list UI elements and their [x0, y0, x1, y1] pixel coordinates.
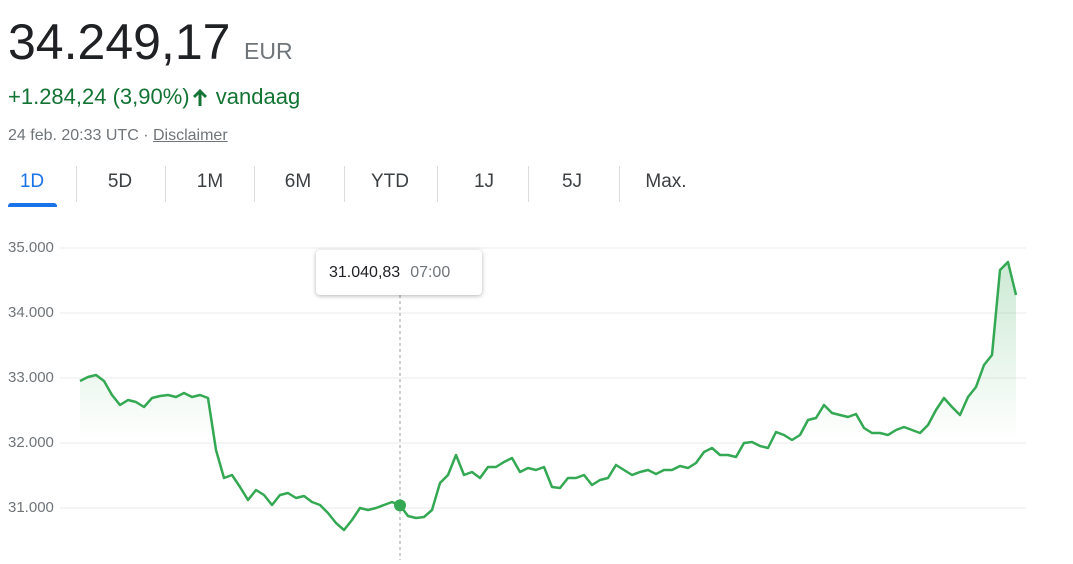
range-tab[interactable]: 5D [107, 171, 133, 192]
tab-divider [528, 166, 529, 202]
timestamp: 24 feb. 20:33 UTC · [8, 127, 149, 144]
tab-divider [619, 166, 620, 202]
tooltip-time: 07:00 [410, 264, 451, 281]
range-tab[interactable]: 5J [561, 171, 583, 192]
currency: EUR [244, 38, 293, 64]
tab-divider [165, 166, 166, 202]
area [80, 262, 1016, 560]
tab-divider [437, 166, 438, 202]
range-tab[interactable]: Max. [645, 171, 687, 192]
tab-divider [344, 166, 345, 202]
y-tick-label: 33.000 [8, 369, 54, 386]
y-tick-label: 31.000 [8, 499, 54, 516]
disclaimer-link[interactable]: Disclaimer [152, 127, 228, 144]
tab-divider [254, 166, 255, 202]
tab-divider [76, 166, 77, 202]
y-tick-label: 35.000 [8, 239, 54, 256]
range-tab[interactable]: 1J [473, 171, 495, 192]
up-arrow [192, 89, 207, 107]
range-tab[interactable]: 1D [19, 171, 45, 192]
change-value: +1.284,24 (3,90%) [8, 84, 190, 110]
y-tick-label: 34.000 [8, 304, 54, 321]
active-tab-indicator [8, 203, 57, 207]
price-line [79, 260, 1018, 532]
range-tab[interactable]: 6M [284, 171, 312, 192]
date-line: 24 feb. 20:33 UTC · Disclaimer [8, 127, 228, 145]
range-tab[interactable]: 1M [196, 171, 224, 192]
range-tab[interactable]: YTD [371, 171, 409, 192]
tooltip: 31.040,83 07:00 [316, 250, 482, 295]
price: 34.249,17 [8, 14, 231, 70]
hover-point [394, 499, 406, 512]
tooltip-value: 31.040,83 [329, 264, 401, 281]
period: vandaag [215, 84, 301, 110]
y-tick-label: 32.000 [8, 434, 54, 451]
change: +1.284,24 (3,90%) vandaag [8, 83, 300, 110]
